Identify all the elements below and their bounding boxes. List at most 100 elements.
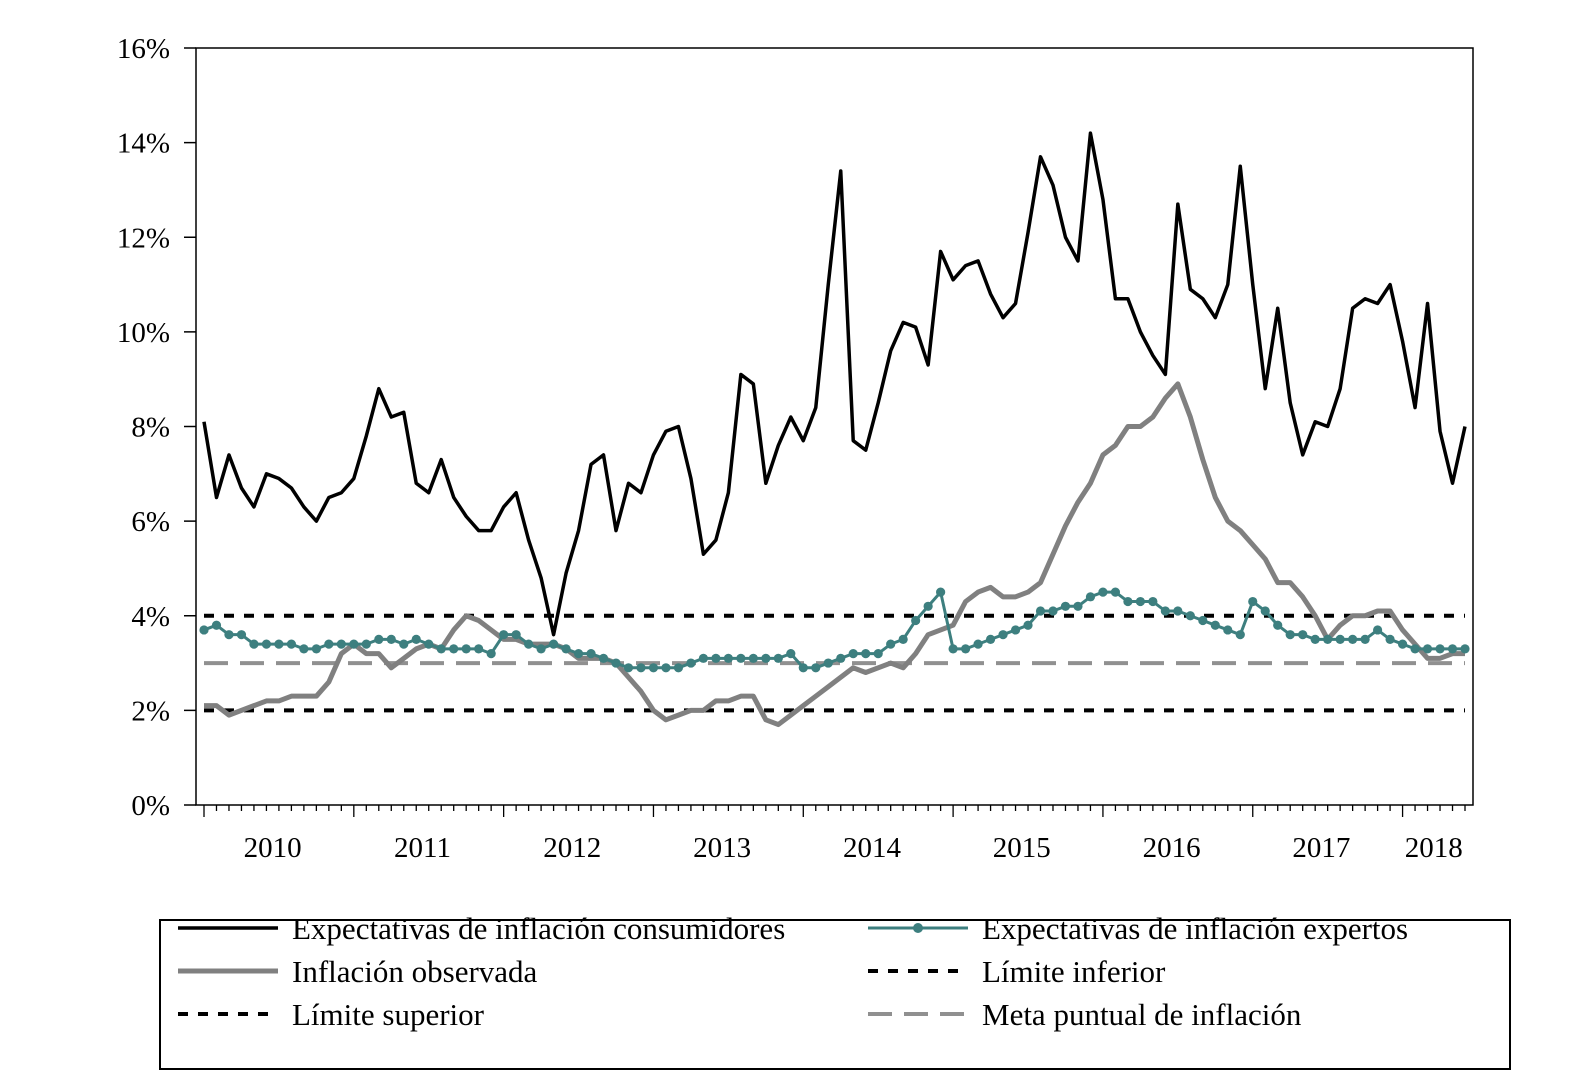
legend-label: Meta puntual de inflación [982,997,1302,1032]
series-1-point [836,653,846,663]
series-1-point [711,653,721,663]
legend-item-5: Meta puntual de inflación [868,997,1302,1032]
series-1-point [1335,634,1345,645]
series-1-point [361,639,371,649]
series-1-point [1148,596,1158,607]
series-1-point [536,644,546,654]
series-1-point [1073,601,1083,611]
legend-item-3: Límite inferior [868,954,1166,989]
x-tick-label: 2012 [543,832,601,864]
legend-item-1: Expectativas de inflación expertos [868,911,1408,946]
series-1-point [511,630,521,640]
legend-item-4: Límite superior [178,997,485,1032]
series-1-point [723,653,733,663]
y-tick-label: 0% [131,790,170,822]
series-1-point [449,644,459,654]
y-tick-label: 16% [117,33,170,65]
series-2-line [204,381,1465,728]
series-1-point [886,639,896,649]
series-1-point [648,663,659,673]
y-tick-label: 14% [117,128,170,160]
series-1-point [573,649,584,659]
series-1-point [286,639,296,649]
series-1-point [1323,634,1333,645]
series-1-point [811,663,821,673]
legend-item-2: Inflación observada [178,954,538,989]
series-1-point [611,658,621,668]
series-1-point [1198,615,1208,626]
series-1-point [736,653,746,663]
series-1-point [561,644,571,654]
series-1-point [548,639,559,649]
y-tick-label: 6% [131,506,170,538]
series-2 [204,381,1465,728]
y-tick-label: 8% [131,412,170,444]
x-tick-label: 2016 [1143,832,1201,864]
x-tick-label: 2015 [993,832,1051,864]
series-1-point [474,644,484,654]
y-axis: 0% 2% 4% 6% 8% 10% 12% 14% 16% [117,33,196,822]
series-1-point [960,644,971,654]
series-1-point [1410,644,1420,654]
series-1-point [1060,601,1071,611]
y-tick-label: 12% [117,222,170,254]
series-1-point [274,639,284,649]
series-1-point [1035,606,1046,616]
series-1-point [211,620,222,630]
series-1-point [1298,630,1308,640]
series-1-point [698,653,709,663]
series-1-point [399,639,409,649]
series-1-point [786,649,796,659]
x-tick-label: 2010 [244,832,302,864]
legend-label: Inflación observada [292,954,538,989]
series-1-point [299,644,309,654]
series-1-point [748,653,758,663]
series-1-point [823,658,833,668]
series-1-point [1260,606,1270,616]
series-1-point [524,639,534,649]
x-tick-label: 2014 [843,832,902,864]
series-1-point [773,653,783,663]
legend-swatch-marker [913,923,923,933]
series-1-point [586,649,596,659]
series-1-point [1310,634,1320,645]
plot-area-frame [195,47,1474,806]
series-1-point [798,663,808,673]
series-1-point [336,639,346,649]
legend-label: Límite inferior [982,954,1166,989]
series-1-point [236,630,247,640]
x-tick-label: 2017 [1292,832,1350,864]
legend-label: Expectativas de inflación expertos [982,911,1408,946]
series-1-point [923,601,933,611]
series-1-point [873,649,883,659]
y-tick-label: 10% [117,317,170,349]
series-1-point [1123,596,1133,607]
series-1-point [998,630,1008,640]
series-1-point [374,634,384,645]
series-1-point [661,663,671,673]
series-1-point [1110,587,1121,597]
x-tick-label: 2011 [394,832,451,864]
series-1-point [1373,625,1383,635]
series-1-point [349,639,359,649]
x-axis: 2010 2011 2012 2013 2014 2015 2016 2017 2018 [203,805,1466,864]
series-1-point [761,653,771,663]
series-1-point [861,649,871,659]
series-1-point [1248,596,1258,607]
series-1-point [1010,625,1021,635]
series-1-point [1397,639,1408,649]
series-0 [202,131,1467,637]
series-1-point [1460,644,1470,654]
series-1-point [224,630,234,640]
series-1-point [424,639,434,649]
series-0-line [202,131,1467,637]
series-1-line [203,590,1465,670]
y-tick-label: 2% [131,695,170,727]
series-1-point [324,639,334,649]
y-tick-label: 4% [131,601,170,633]
x-tick-label: 2018 [1405,832,1463,864]
series-1-point [1422,644,1433,654]
series-1-point [973,639,983,649]
series-1-point [1273,620,1283,630]
